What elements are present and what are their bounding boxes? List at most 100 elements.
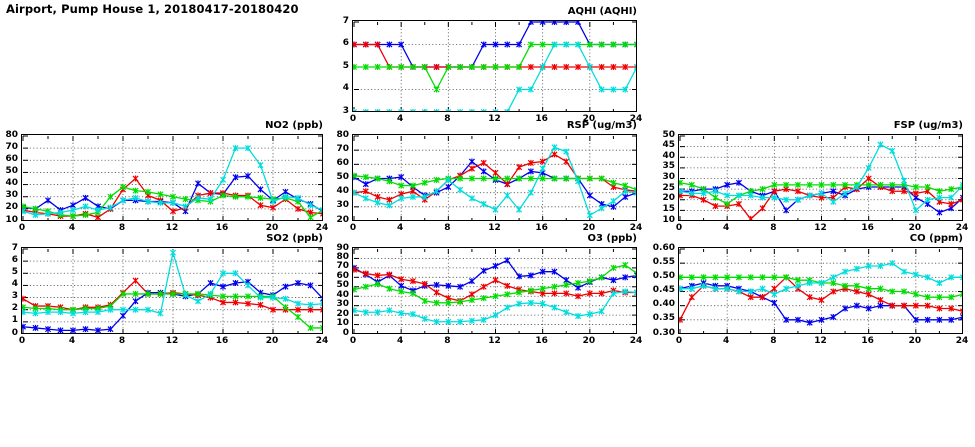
series-o3-s3: [353, 262, 636, 306]
x-tick-label: 16: [861, 223, 874, 233]
plot-area-co: [678, 247, 963, 334]
y-tick-label: 80: [336, 251, 349, 262]
y-tick-label: 10: [5, 214, 18, 225]
y-tick-label: 35: [662, 161, 675, 172]
panel-rsp: RSP (ug/m3) 20 30 40 50 60 70 80 0 4 8 12 16 20 24: [336, 120, 642, 233]
y-tick-label: 25: [662, 182, 675, 193]
x-tick-label: 12: [814, 336, 827, 346]
x-tick-label: 12: [165, 223, 179, 233]
x-tick-label: 20: [908, 223, 922, 233]
x-tick-label: 8: [444, 114, 451, 124]
series-o3-s1: [353, 257, 636, 294]
series-aqhi-s1: [353, 21, 636, 71]
x-tick-label: 16: [535, 336, 548, 346]
y-tick-label: 60: [5, 153, 18, 164]
x-tick-label: 24: [315, 223, 329, 233]
x-tick-label: 20: [582, 223, 596, 233]
x-tick-label: 0: [675, 223, 683, 233]
y-tick-label: 2: [11, 303, 18, 314]
x-tick-label: 0: [675, 336, 683, 346]
y-tick-label: 3: [11, 291, 18, 302]
y-tick-label: 0.40: [652, 299, 675, 310]
plot-area-o3: [352, 247, 637, 334]
y-tick-label: 80: [5, 129, 18, 140]
y-tick-label: 40: [336, 186, 349, 197]
series-o3-s4: [353, 288, 636, 325]
y-tick-label: 70: [336, 261, 349, 272]
panel-title-fsp: FSP (ug/m3): [893, 120, 963, 131]
x-tick-label: 16: [215, 336, 229, 346]
y-tick-label: 0: [342, 327, 349, 338]
series-no2-s1: [22, 173, 322, 215]
y-tick-label: 90: [336, 242, 349, 253]
x-tick-label: 20: [265, 223, 279, 233]
series-aqhi-s4: [353, 41, 636, 111]
x-tick-label: 16: [861, 336, 874, 346]
x-tick-label: 16: [535, 223, 548, 233]
x-tick-label: 8: [444, 223, 451, 233]
y-tick-label: 70: [336, 143, 349, 154]
panel-o3: O3 (ppb) 0 10 20 30 40 50 60 70 80 90 0 4 8 12 16 20 24: [336, 233, 642, 346]
series-so2-s3: [22, 290, 322, 331]
y-tick-label: 30: [336, 299, 349, 310]
y-tick-label: 0.35: [652, 313, 675, 324]
series-so2-s1: [22, 278, 322, 333]
panel-title-no2: NO2 (ppb): [265, 120, 323, 131]
x-tick-label: 8: [444, 336, 451, 346]
panel-fsp: FSP (ug/m3) 10 15 20 25 30 35 40 45 50 0 4 8 12 16 20 24: [662, 120, 968, 233]
y-tick-label: 15: [662, 203, 675, 214]
y-tick-label: 0.30: [652, 327, 675, 338]
y-tick-label: 50: [336, 172, 349, 182]
x-tick-label: 0: [18, 336, 26, 346]
x-tick-label: 24: [955, 336, 969, 346]
y-tick-label: 40: [5, 178, 18, 189]
y-tick-label: 30: [662, 172, 675, 182]
y-tick-label: 40: [662, 150, 675, 161]
page-title: Airport, Pump House 1, 20180417-20180420: [6, 2, 299, 16]
y-tick-label: 0.55: [652, 256, 675, 267]
y-tick-label: 10: [662, 214, 675, 225]
series-co-s4: [679, 260, 962, 298]
x-tick-label: 20: [908, 336, 922, 346]
x-tick-label: 4: [397, 336, 404, 346]
x-tick-label: 12: [814, 223, 827, 233]
series-fsp-s4: [679, 141, 962, 214]
x-tick-label: 8: [118, 223, 126, 233]
y-tick-label: 0.50: [652, 270, 675, 281]
panel-title-aqhi: AQHI (AQHI): [567, 6, 637, 17]
panel-title-co: CO (ppm): [909, 233, 963, 244]
plot-area-so2: [21, 247, 323, 334]
y-tick-label: 50: [662, 129, 675, 140]
x-tick-label: 24: [629, 223, 643, 233]
x-tick-label: 4: [68, 336, 76, 346]
plot-area-rsp: [352, 134, 637, 221]
x-tick-label: 12: [488, 223, 501, 233]
y-tick-label: 6: [342, 38, 349, 48]
panel-title-so2: SO2 (ppb): [266, 233, 323, 244]
x-tick-label: 0: [349, 114, 357, 124]
y-tick-label: 45: [662, 140, 675, 151]
y-tick-label: 70: [5, 141, 18, 152]
x-tick-label: 20: [582, 336, 596, 346]
series-rsp-s4: [353, 144, 636, 219]
y-tick-label: 7: [11, 242, 18, 253]
y-tick-label: 7: [342, 15, 349, 26]
y-tick-label: 30: [336, 200, 349, 211]
x-tick-label: 20: [265, 336, 279, 346]
x-tick-label: 4: [397, 114, 404, 124]
x-tick-label: 24: [315, 336, 329, 346]
series-co-s3: [679, 274, 962, 301]
panel-title-rsp: RSP (ug/m3): [566, 120, 637, 131]
panel-so2: SO2 (ppb) 0 1 2 3 4 5 6 7 0 4 8 12 16 20 24: [12, 233, 329, 346]
panel-title-o3: O3 (ppb): [587, 233, 637, 244]
y-tick-label: 3: [342, 105, 349, 116]
x-tick-label: 4: [723, 223, 730, 233]
x-tick-label: 0: [18, 223, 26, 233]
series-aqhi-s3: [353, 41, 636, 93]
panel-co: CO (ppm) 0.30 0.35 0.40 0.45 0.50 0.55 0.60 0 4 8 1…: [653, 233, 968, 346]
x-tick-label: 16: [535, 114, 548, 124]
series-so2-s4: [22, 249, 322, 317]
y-tick-label: 10: [336, 318, 349, 329]
x-tick-label: 24: [629, 114, 643, 124]
y-tick-label: 1: [11, 315, 18, 326]
